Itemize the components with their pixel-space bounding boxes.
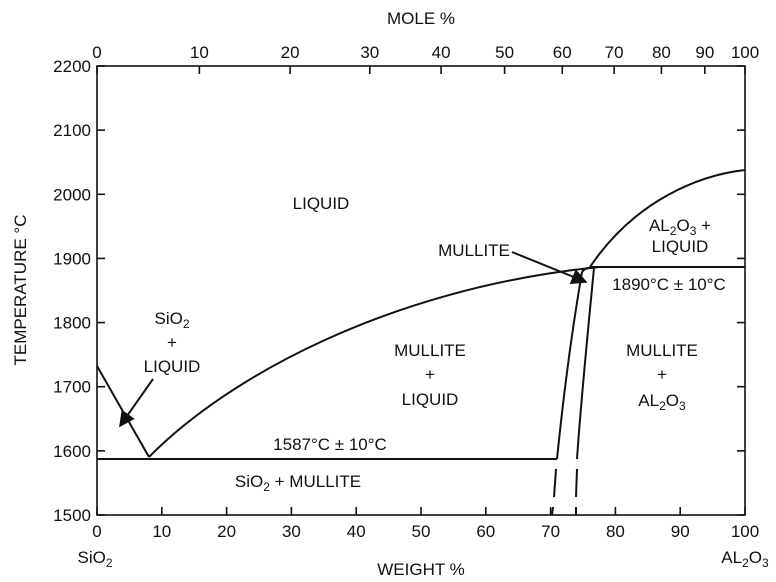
top-axis-tick-label: 0 [92, 43, 101, 62]
bottom-axis-tick-label: 20 [217, 522, 236, 541]
mullite-arrow [511, 251, 588, 285]
al2o3-liquid-region-label: AL2O3 + LIQUID [649, 216, 711, 256]
mullite-liquidus-line [148, 266, 601, 458]
sio2-liquidus-line [96, 365, 150, 458]
top-axis-tick-label: 50 [495, 43, 514, 62]
svg-text:AL2O3: AL2O3 [638, 391, 686, 413]
y-axis-tick-label: 2100 [53, 121, 91, 140]
bottom-axis-ticks: 0 10 20 30 40 50 60 70 80 90 100 [92, 507, 759, 541]
y-axis-tick-label: 2200 [53, 57, 91, 76]
y-axis-tick-label: 1600 [53, 442, 91, 461]
svg-text:+: + [657, 365, 667, 384]
svg-text:MULLITE: MULLITE [394, 341, 466, 360]
mullite-left-dashed [551, 468, 557, 516]
top-axis-tick-label: 10 [190, 43, 209, 62]
top-axis-tick-label: 40 [432, 43, 451, 62]
sio2-end-label: SiO2 [77, 548, 112, 570]
y-axis-tick-label: 1700 [53, 378, 91, 397]
bottom-axis-tick-label: 0 [92, 522, 101, 541]
sio2-liquid-region-label: SiO2 + LIQUID [144, 309, 201, 376]
svg-text:+: + [167, 333, 177, 352]
svg-text:AL2O3 +: AL2O3 + [649, 216, 711, 238]
mullite-al2o3-region-label: MULLITE + AL2O3 [626, 341, 698, 413]
top-axis-tick-label: 70 [605, 43, 624, 62]
bottom-axis-tick-label: 80 [606, 522, 625, 541]
y-axis-ticks: 1500 1600 1700 1800 1900 2000 2100 2200 [53, 57, 745, 525]
svg-text:LIQUID: LIQUID [402, 390, 459, 409]
bottom-axis-tick-label: 70 [541, 522, 560, 541]
liquid-region-label: LIQUID [293, 194, 350, 213]
top-axis-tick-label: 30 [360, 43, 379, 62]
bottom-axis-tick-label: 30 [282, 522, 301, 541]
bottom-axis-tick-label: 50 [412, 522, 431, 541]
top-axis-tick-label: 80 [652, 43, 671, 62]
bottom-axis-tick-label: 10 [152, 522, 171, 541]
svg-text:LIQUID: LIQUID [652, 237, 709, 256]
y-axis-title: TEMPERATURE °C [11, 215, 30, 366]
bottom-axis-tick-label: 100 [731, 522, 759, 541]
mullite-left-boundary [556, 271, 583, 460]
high-eutectic-annotation: 1890°C ± 10°C [612, 275, 726, 294]
sio2-mullite-region-label: SiO2 + MULLITE [235, 472, 361, 494]
low-eutectic-annotation: 1587°C ± 10°C [273, 435, 387, 454]
mullite-liquid-region-label: MULLITE + LIQUID [394, 341, 466, 409]
top-axis-title: MOLE % [387, 9, 455, 28]
svg-text:MULLITE: MULLITE [626, 341, 698, 360]
y-axis-tick-label: 2000 [53, 185, 91, 204]
al2o3-liquidus-line [589, 169, 746, 268]
top-axis-tick-label: 20 [281, 43, 300, 62]
bottom-axis-title: WEIGHT % [377, 560, 465, 579]
bottom-axis-tick-label: 40 [347, 522, 366, 541]
al2o3-end-label: AL2O3 [721, 548, 769, 570]
bottom-axis-tick-label: 60 [476, 522, 495, 541]
sio2-liquid-arrow [119, 378, 154, 428]
mullite-right-dashed [575, 468, 578, 515]
mullite-right-boundary [576, 267, 595, 460]
top-axis-tick-label: 90 [695, 43, 714, 62]
y-axis-tick-label: 1900 [53, 249, 91, 268]
top-axis-ticks: 0 10 20 30 40 50 60 70 80 90 100 [92, 43, 759, 74]
y-axis-tick-label: 1800 [53, 314, 91, 333]
svg-text:+: + [425, 365, 435, 384]
top-axis-tick-label: 60 [553, 43, 572, 62]
mullite-annotation: MULLITE [438, 241, 510, 260]
svg-text:LIQUID: LIQUID [144, 357, 201, 376]
y-axis-tick-label: 1500 [53, 506, 91, 525]
bottom-axis-tick-label: 90 [671, 522, 690, 541]
svg-text:SiO2: SiO2 [154, 309, 189, 331]
top-axis-tick-label: 100 [731, 43, 759, 62]
